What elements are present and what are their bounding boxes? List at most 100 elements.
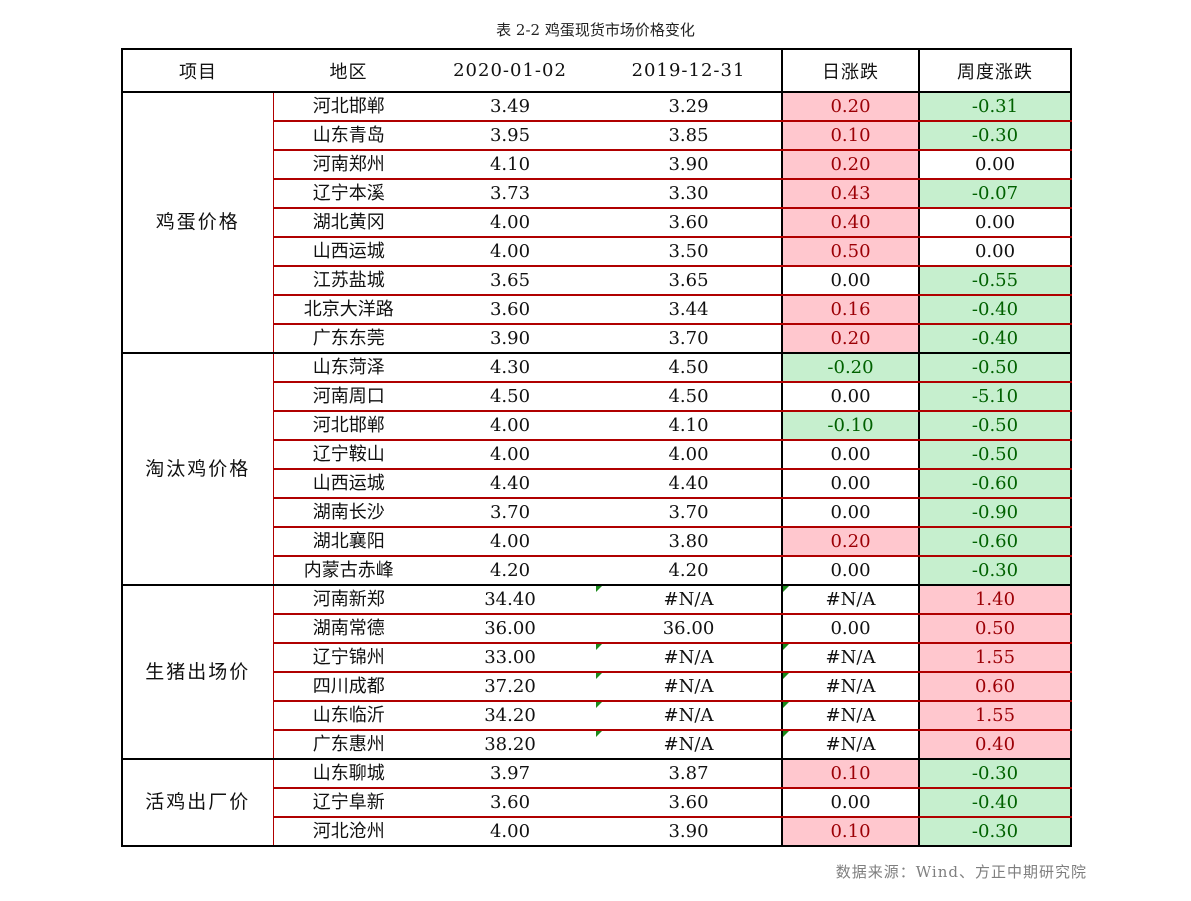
header-current-date: 2020-01-02 <box>424 49 596 93</box>
daily-change-cell: 0.20 <box>781 150 919 180</box>
table-row: 广东惠州 38.20 #N/A #N/A 0.40 <box>122 730 1071 760</box>
table-header: 项目 地区 2020-01-02 2019-12-31 日涨跌 周度涨跌 <box>122 49 1071 93</box>
daily-change-cell: -0.20 <box>781 353 919 383</box>
previous-price-cell: 36.00 <box>596 614 782 644</box>
daily-change-cell: #N/A <box>781 730 919 760</box>
current-price-cell: 3.49 <box>424 92 596 122</box>
weekly-change-cell: 1.40 <box>918 585 1071 615</box>
group-label: 淘汰鸡价格 <box>122 353 274 586</box>
daily-change-cell: #N/A <box>781 672 919 702</box>
previous-price-cell: 3.70 <box>596 324 782 354</box>
daily-change-cell: 0.43 <box>781 179 919 209</box>
daily-change-cell: 0.10 <box>781 121 919 151</box>
region-cell: 河北邯郸 <box>273 411 424 441</box>
header-row: 项目 地区 2020-01-02 2019-12-31 日涨跌 周度涨跌 <box>122 49 1071 93</box>
current-price-cell: 3.70 <box>424 498 596 528</box>
table-row: 河北邯郸 4.00 4.10 -0.10 -0.50 <box>122 411 1071 441</box>
weekly-change-cell: -0.31 <box>918 92 1071 122</box>
weekly-change-cell: 0.40 <box>918 730 1071 760</box>
region-cell: 河北邯郸 <box>273 92 424 122</box>
previous-price-cell: 3.60 <box>596 208 782 238</box>
table-row: 河北沧州 4.00 3.90 0.10 -0.30 <box>122 817 1071 847</box>
weekly-change-cell: -0.50 <box>918 353 1071 383</box>
previous-price-cell: #N/A <box>596 672 782 702</box>
daily-change-cell: 0.20 <box>781 92 919 122</box>
daily-change-cell: 0.00 <box>781 556 919 586</box>
current-price-cell: 3.97 <box>424 759 596 789</box>
table-row: 山东临沂 34.20 #N/A #N/A 1.55 <box>122 701 1071 731</box>
previous-price-cell: #N/A <box>596 701 782 731</box>
current-price-cell: 33.00 <box>424 643 596 673</box>
daily-change-cell: 0.00 <box>781 440 919 470</box>
table-row: 湖南常德 36.00 36.00 0.00 0.50 <box>122 614 1071 644</box>
daily-change-cell: 0.00 <box>781 469 919 499</box>
table-row: 河南郑州 4.10 3.90 0.20 0.00 <box>122 150 1071 180</box>
weekly-change-cell: -0.55 <box>918 266 1071 296</box>
current-price-cell: 4.30 <box>424 353 596 383</box>
weekly-change-cell: 0.00 <box>918 237 1071 267</box>
weekly-change-cell: 0.60 <box>918 672 1071 702</box>
current-price-cell: 38.20 <box>424 730 596 760</box>
daily-change-cell: 0.50 <box>781 237 919 267</box>
region-cell: 山西运城 <box>273 237 424 267</box>
region-cell: 湖北襄阳 <box>273 527 424 557</box>
weekly-change-cell: 0.50 <box>918 614 1071 644</box>
previous-price-cell: 3.80 <box>596 527 782 557</box>
current-price-cell: 4.40 <box>424 469 596 499</box>
daily-change-cell: 0.10 <box>781 817 919 847</box>
previous-price-cell: #N/A <box>596 643 782 673</box>
table-row: 湖南长沙 3.70 3.70 0.00 -0.90 <box>122 498 1071 528</box>
current-price-cell: 3.60 <box>424 788 596 818</box>
previous-price-cell: 3.30 <box>596 179 782 209</box>
table-row: 广东东莞 3.90 3.70 0.20 -0.40 <box>122 324 1071 354</box>
weekly-change-cell: -0.40 <box>918 324 1071 354</box>
current-price-cell: 4.10 <box>424 150 596 180</box>
daily-change-cell: 0.16 <box>781 295 919 325</box>
weekly-change-cell: -0.90 <box>918 498 1071 528</box>
region-cell: 辽宁锦州 <box>273 643 424 673</box>
region-cell: 河南郑州 <box>273 150 424 180</box>
daily-change-cell: 0.00 <box>781 498 919 528</box>
header-region: 地区 <box>273 49 424 93</box>
previous-price-cell: 3.29 <box>596 92 782 122</box>
previous-price-cell: 3.44 <box>596 295 782 325</box>
region-cell: 辽宁阜新 <box>273 788 424 818</box>
header-weekly-change: 周度涨跌 <box>918 49 1071 93</box>
weekly-change-cell: 0.00 <box>918 150 1071 180</box>
region-cell: 湖南长沙 <box>273 498 424 528</box>
region-cell: 湖南常德 <box>273 614 424 644</box>
weekly-change-cell: -0.50 <box>918 440 1071 470</box>
current-price-cell: 34.40 <box>424 585 596 615</box>
region-cell: 江苏盐城 <box>273 266 424 296</box>
table-row: 四川成都 37.20 #N/A #N/A 0.60 <box>122 672 1071 702</box>
group-label: 活鸡出厂价 <box>122 759 274 847</box>
weekly-change-cell: -0.50 <box>918 411 1071 441</box>
table-row: 湖北黄冈 4.00 3.60 0.40 0.00 <box>122 208 1071 238</box>
daily-change-cell: 0.00 <box>781 788 919 818</box>
daily-change-cell: 0.00 <box>781 382 919 412</box>
daily-change-cell: #N/A <box>781 701 919 731</box>
daily-change-cell: 0.00 <box>781 266 919 296</box>
current-price-cell: 4.00 <box>424 440 596 470</box>
current-price-cell: 3.60 <box>424 295 596 325</box>
current-price-cell: 3.65 <box>424 266 596 296</box>
table-row: 山西运城 4.00 3.50 0.50 0.00 <box>122 237 1071 267</box>
table-row: 活鸡出厂价 山东聊城 3.97 3.87 0.10 -0.30 <box>122 759 1071 847</box>
table-row: 淘汰鸡价格 山东菏泽 4.30 4.50 -0.20 -0.50 <box>122 353 1071 586</box>
region-cell: 河南周口 <box>273 382 424 412</box>
daily-change-cell: 0.40 <box>781 208 919 238</box>
daily-change-cell: #N/A <box>781 585 919 615</box>
previous-price-cell: 3.87 <box>596 759 782 789</box>
table-body: 鸡蛋价格 河北邯郸 3.49 3.29 0.20 -0.31 山东青岛 3.95 3.85 0.1… <box>122 92 1071 847</box>
current-price-cell: 4.20 <box>424 556 596 586</box>
table-row: 辽宁锦州 33.00 #N/A #N/A 1.55 <box>122 643 1071 673</box>
region-cell: 山东临沂 <box>273 701 424 731</box>
daily-change-cell: -0.10 <box>781 411 919 441</box>
current-price-cell: 3.95 <box>424 121 596 151</box>
weekly-change-cell: 1.55 <box>918 643 1071 673</box>
current-price-cell: 4.00 <box>424 208 596 238</box>
current-price-cell: 36.00 <box>424 614 596 644</box>
previous-price-cell: 4.40 <box>596 469 782 499</box>
weekly-change-cell: -0.40 <box>918 295 1071 325</box>
header-daily-change: 日涨跌 <box>781 49 919 93</box>
